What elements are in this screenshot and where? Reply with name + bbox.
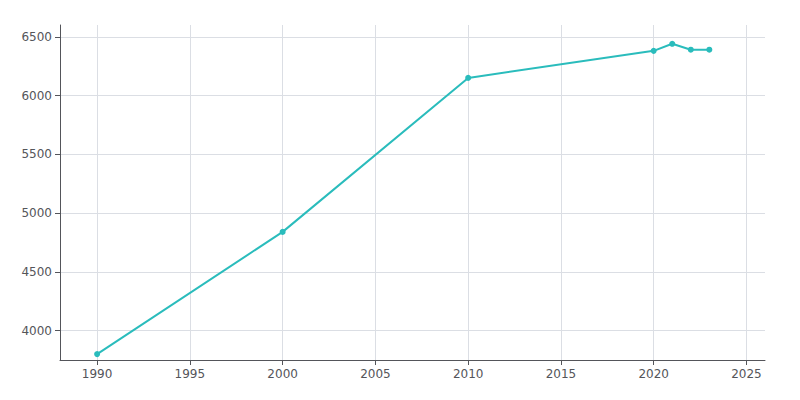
svg-text:4000: 4000 bbox=[21, 324, 52, 338]
svg-text:6500: 6500 bbox=[21, 30, 52, 44]
svg-text:2010: 2010 bbox=[453, 367, 484, 381]
svg-text:2025: 2025 bbox=[731, 367, 762, 381]
svg-text:2020: 2020 bbox=[638, 367, 669, 381]
svg-text:6000: 6000 bbox=[21, 89, 52, 103]
svg-text:2000: 2000 bbox=[267, 367, 298, 381]
svg-text:2005: 2005 bbox=[360, 367, 391, 381]
svg-text:4500: 4500 bbox=[21, 265, 52, 279]
svg-text:1995: 1995 bbox=[175, 367, 206, 381]
svg-text:2015: 2015 bbox=[546, 367, 577, 381]
svg-text:5000: 5000 bbox=[21, 206, 52, 220]
svg-text:5500: 5500 bbox=[21, 147, 52, 161]
svg-text:1990: 1990 bbox=[82, 367, 113, 381]
